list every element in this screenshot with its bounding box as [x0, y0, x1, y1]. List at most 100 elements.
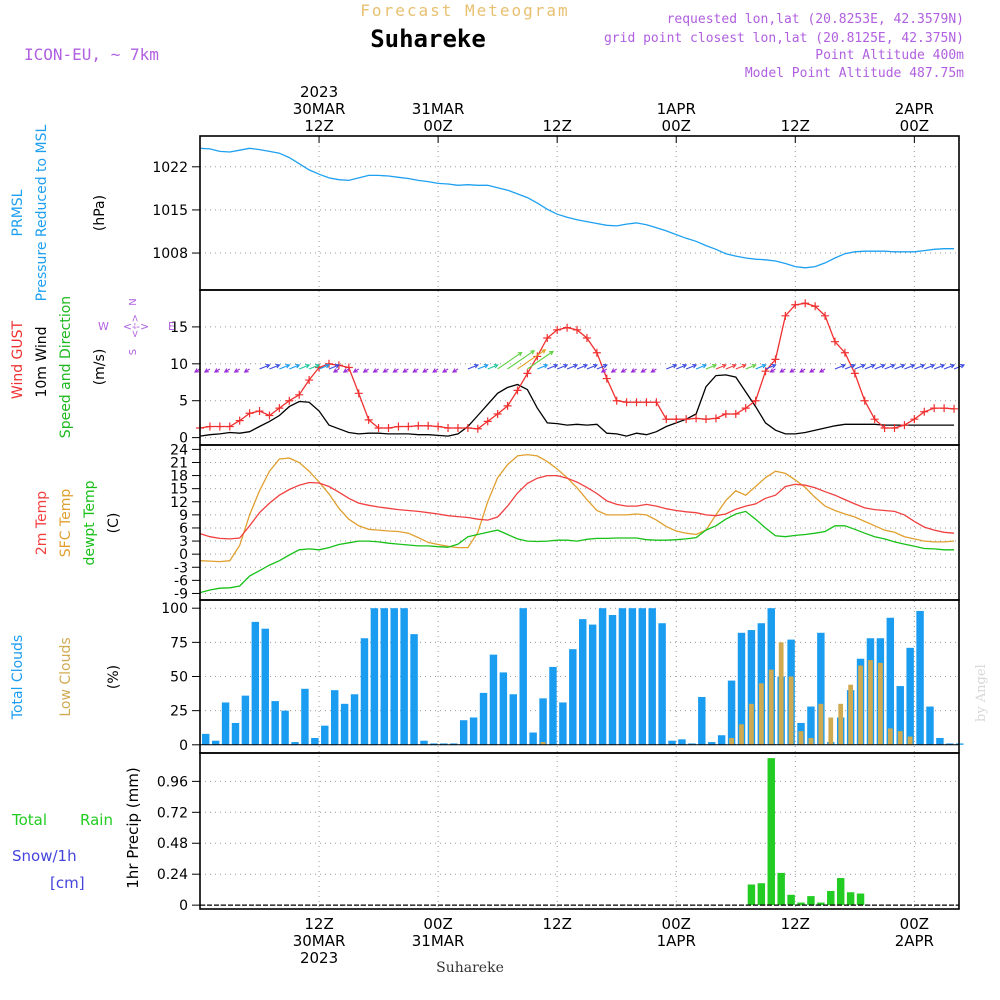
wind-gust-point: [444, 424, 453, 433]
wind-direction-arrow: [914, 363, 926, 370]
low-cloud-bar: [868, 660, 873, 745]
wind-gust-point: [483, 417, 492, 426]
wind-gust-point: [612, 396, 621, 405]
wind-direction-arrow: [819, 368, 826, 373]
wind-direction-arrow: [844, 363, 856, 370]
wind-gust-point: [920, 407, 929, 416]
y-tick-label: 9: [179, 508, 188, 524]
wind-gust-point: [424, 421, 433, 430]
wind-direction-arrow: [933, 363, 946, 370]
wind-gust-point: [751, 396, 760, 405]
low-cloud-bar: [808, 737, 814, 745]
total-cloud-bar: [588, 624, 597, 745]
point-altitude: Point Altitude 400m: [815, 48, 964, 63]
total-cloud-bar: [559, 702, 567, 745]
wind-direction-arrow: [789, 368, 796, 373]
wind-direction-arrow: [650, 368, 657, 373]
wind-gust-point: [344, 363, 353, 372]
wind-direction-arrow: [402, 368, 409, 373]
total-cloud-bar: [430, 743, 438, 745]
low-cloud-bar: [758, 683, 764, 745]
wind-gust-point: [602, 374, 611, 383]
wind-gust-point: [592, 348, 601, 357]
total-cloud-bar: [340, 703, 349, 745]
rain-bar: [757, 883, 766, 906]
wind-gust-point: [463, 424, 472, 433]
wind-direction-arrow: [547, 363, 559, 370]
wind-direction-arrow: [372, 368, 379, 373]
wind-direction-arrow: [924, 363, 936, 370]
wind-gust-point: [731, 410, 740, 418]
rain-bar: [767, 758, 775, 906]
wind-direction-arrow: [735, 363, 747, 370]
top-time-label: 12Z: [542, 117, 571, 135]
wind-direction-arrow: [610, 368, 617, 373]
total-cloud-bar: [291, 742, 299, 745]
wind-gust-point: [791, 300, 800, 309]
temp-dewpt-label: dewpt Temp: [82, 480, 98, 565]
wind-10m-line: [199, 374, 954, 437]
top-time-label: 2APR: [895, 100, 934, 118]
low-cloud-bar: [540, 742, 546, 745]
bottom-time-label: 00Z: [900, 915, 929, 933]
top-time-label: 12Z: [781, 117, 810, 135]
wind-direction-arrow: [467, 363, 479, 370]
total-cloud-bar: [390, 608, 398, 745]
low-cloud-bar: [739, 724, 744, 745]
wind-direction-arrow: [904, 363, 916, 370]
wind-direction-arrow: [203, 368, 211, 373]
total-cloud-bar: [440, 743, 448, 745]
rain-bar: [817, 902, 825, 906]
wind-gust-point: [305, 376, 314, 385]
total-cloud-bar: [608, 615, 617, 745]
wind-gust-point: [434, 422, 443, 431]
wind-direction-arrow: [799, 368, 806, 373]
pressure-unit-label: (hPa): [92, 195, 108, 231]
total-cloud-bar: [737, 632, 746, 745]
total-cloud-bar: [211, 740, 220, 745]
wind-direction-arrow: [507, 350, 536, 370]
total-cloud-bar: [886, 617, 895, 745]
wind-gust-point: [622, 398, 631, 407]
total-cloud-bar: [350, 694, 359, 745]
total-cloud-bar: [678, 739, 686, 745]
wind-gust-point: [702, 415, 710, 424]
bottom-time-label: 31MAR: [412, 932, 465, 950]
y-tick-label: 24: [170, 442, 188, 458]
wind-gust-point: [652, 398, 661, 407]
wind-direction-arrow: [487, 363, 499, 370]
wind-gust-point: [295, 390, 304, 399]
y-tick-label: 0.96: [157, 774, 188, 790]
wind-gust-point: [473, 424, 482, 433]
wind-direction-arrow: [392, 368, 399, 373]
total-cloud-bar: [916, 610, 924, 745]
top-time-label: 00Z: [900, 117, 929, 135]
wind-direction-arrow: [745, 363, 757, 370]
wind-gust-point: [811, 302, 820, 311]
low-clouds-label: Low Clouds: [58, 637, 74, 716]
temp-unit-label: (C): [106, 513, 122, 534]
total-cloud-bar: [628, 608, 637, 745]
rain-bar: [856, 893, 865, 906]
wind-gust-point: [741, 404, 750, 413]
total-cloud-bar: [370, 608, 379, 745]
wind-direction-arrow: [259, 363, 271, 370]
wind-gust-point: [840, 348, 849, 357]
wind-direction-arrow: [213, 368, 221, 373]
wind-direction-arrow: [342, 368, 350, 373]
wind-direction-arrow: [289, 363, 301, 370]
y-tick-label: 0: [179, 431, 188, 447]
total-cloud-bar: [579, 619, 587, 745]
wind-direction-arrow: [874, 363, 886, 370]
temperature-frame: [199, 444, 960, 601]
wind-direction-arrow: [332, 368, 340, 373]
y-tick-label: 100: [161, 601, 188, 617]
total-cloud-bar: [747, 630, 756, 745]
wind-gust-point: [582, 333, 591, 342]
total-cloud-bar: [271, 701, 279, 745]
wind-direction-arrow: [600, 368, 608, 373]
compass-east: E: [168, 320, 175, 333]
wind-gust-point: [364, 415, 373, 424]
y-tick-label: 12: [170, 495, 188, 511]
